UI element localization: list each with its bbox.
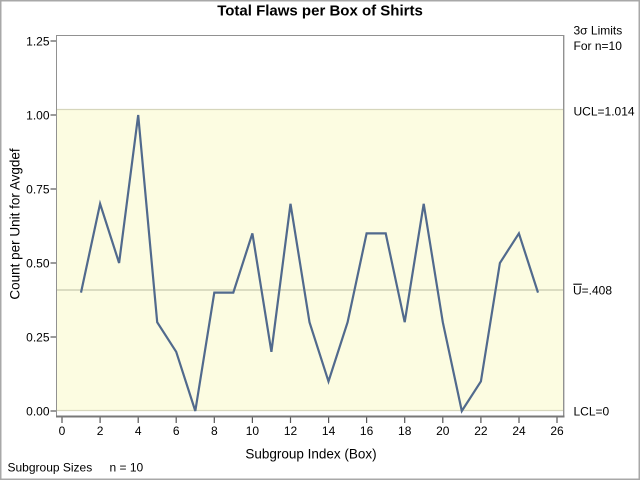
svg-text:3σ Limits: 3σ Limits	[574, 24, 623, 38]
svg-text:0.00: 0.00	[26, 404, 50, 418]
svg-text:12: 12	[284, 424, 298, 438]
svg-text:26: 26	[550, 424, 564, 438]
svg-text:LCL=0: LCL=0	[574, 405, 610, 419]
svg-text:22: 22	[474, 424, 488, 438]
svg-text:U=.408: U=.408	[573, 284, 612, 298]
svg-text:2: 2	[97, 424, 104, 438]
svg-text:0: 0	[59, 424, 66, 438]
svg-text:20: 20	[436, 424, 450, 438]
svg-text:Subgroup Index (Box): Subgroup Index (Box)	[245, 447, 376, 462]
svg-text:24: 24	[512, 424, 526, 438]
svg-text:0.25: 0.25	[26, 330, 50, 344]
svg-text:1.00: 1.00	[26, 108, 50, 122]
svg-text:Subgroup Sizes: Subgroup Sizes	[8, 461, 93, 475]
svg-text:Count per Unit for Avgdef: Count per Unit for Avgdef	[8, 148, 23, 300]
svg-text:18: 18	[398, 424, 412, 438]
svg-text:4: 4	[135, 424, 142, 438]
svg-text:14: 14	[322, 424, 336, 438]
svg-text:For n=10: For n=10	[574, 39, 623, 53]
svg-text:1.25: 1.25	[26, 34, 50, 48]
svg-text:8: 8	[211, 424, 218, 438]
svg-text:10: 10	[246, 424, 260, 438]
svg-text:16: 16	[360, 424, 374, 438]
svg-text:0.75: 0.75	[26, 182, 50, 196]
svg-text:n = 10: n = 10	[110, 461, 144, 475]
svg-text:0.50: 0.50	[26, 256, 50, 270]
svg-text:Total Flaws per Box of Shirts: Total Flaws per Box of Shirts	[217, 3, 423, 20]
svg-text:UCL=1.014: UCL=1.014	[574, 105, 635, 119]
svg-text:6: 6	[173, 424, 180, 438]
